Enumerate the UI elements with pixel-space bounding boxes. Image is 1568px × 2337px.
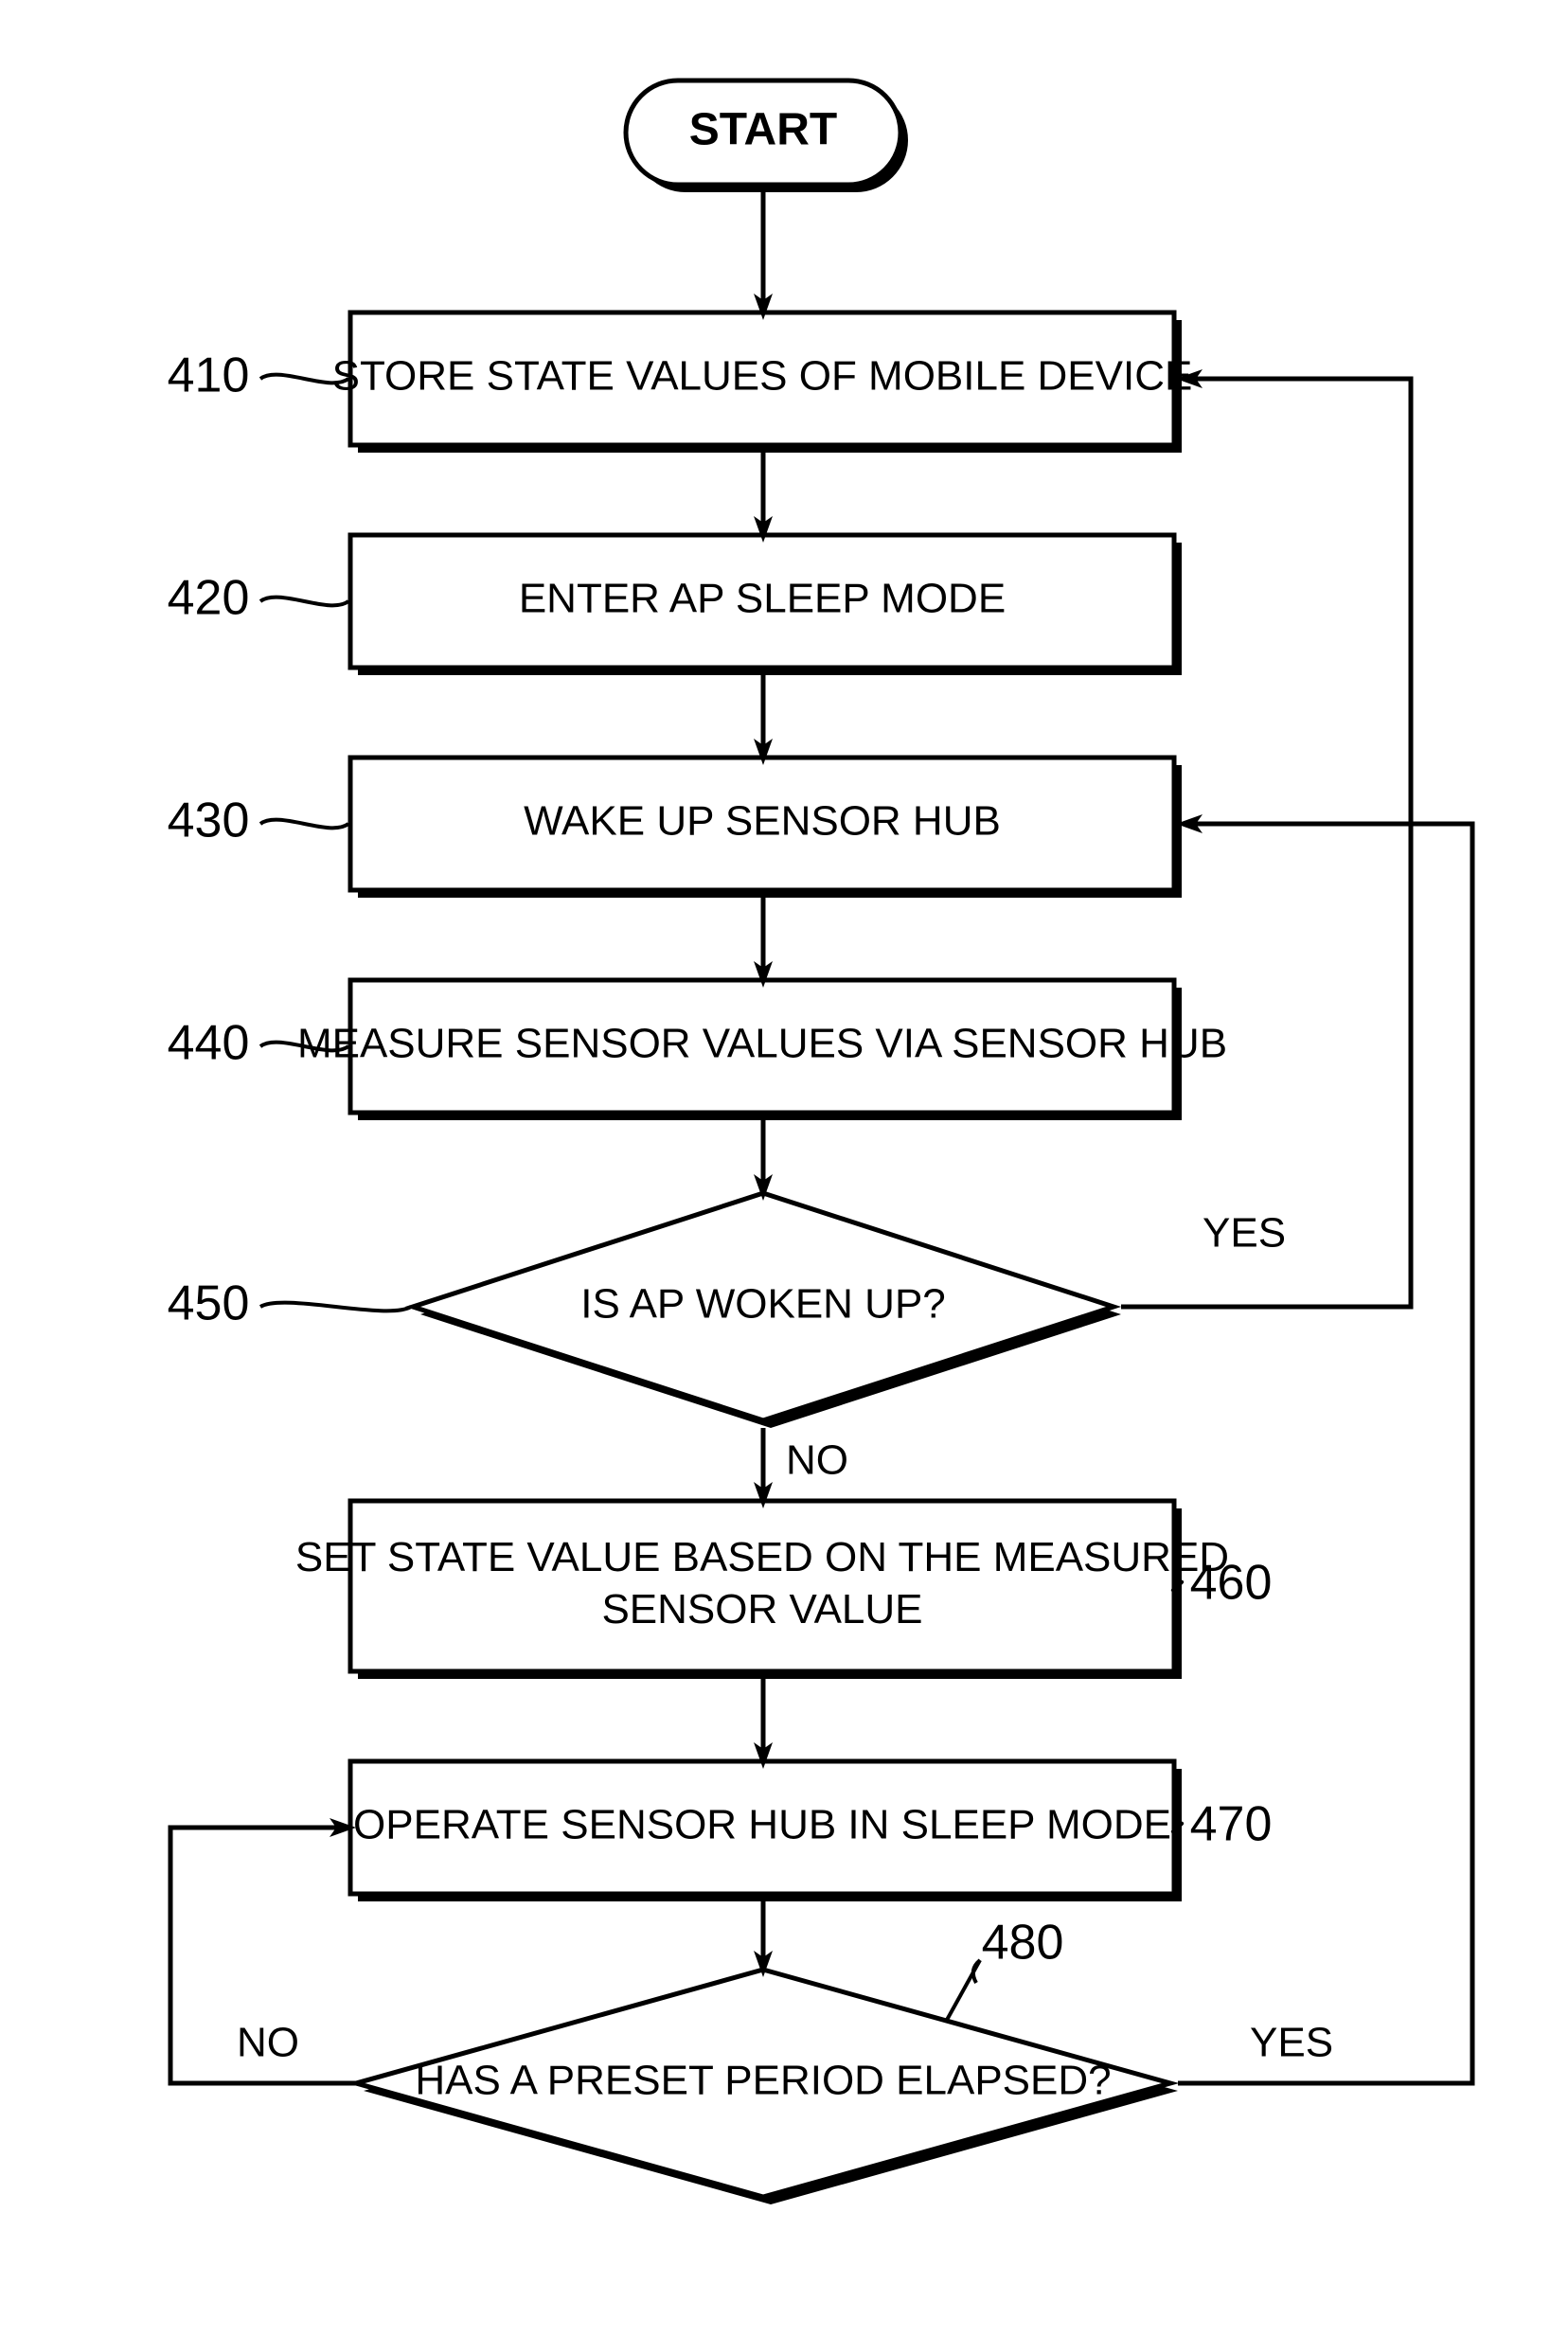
svg-text:OPERATE SENSOR HUB IN SLEEP MO: OPERATE SENSOR HUB IN SLEEP MODE [353, 1802, 1171, 1848]
svg-text:440: 440 [168, 1016, 250, 1071]
svg-text:STORE STATE VALUES OF MOBILE D: STORE STATE VALUES OF MOBILE DEVICE [332, 353, 1193, 400]
svg-text:HAS A PRESET PERIOD ELAPSED?: HAS A PRESET PERIOD ELAPSED? [415, 2058, 1111, 2104]
svg-text:YES: YES [1203, 1210, 1286, 1257]
svg-text:ENTER AP SLEEP MODE: ENTER AP SLEEP MODE [519, 576, 1006, 622]
svg-text:SENSOR VALUE: SENSOR VALUE [601, 1586, 922, 1632]
svg-text:WAKE UP SENSOR HUB: WAKE UP SENSOR HUB [524, 798, 1001, 845]
svg-text:YES: YES [1250, 2020, 1333, 2066]
svg-text:470: 470 [1190, 1797, 1273, 1852]
svg-text:NO: NO [237, 2020, 299, 2066]
svg-text:IS AP WOKEN UP?: IS AP WOKEN UP? [580, 1281, 946, 1328]
svg-text:450: 450 [168, 1276, 250, 1331]
svg-text:410: 410 [168, 348, 250, 403]
svg-text:NO: NO [786, 1437, 848, 1484]
terminal-start-label: START [689, 105, 837, 155]
svg-text:SET STATE VALUE BASED ON THE M: SET STATE VALUE BASED ON THE MEASURED [295, 1534, 1229, 1580]
svg-text:480: 480 [982, 1916, 1064, 1971]
svg-text:420: 420 [168, 571, 250, 626]
svg-text:430: 430 [168, 794, 250, 848]
svg-text:460: 460 [1190, 1556, 1273, 1611]
svg-text:MEASURE SENSOR VALUES VIA SENS: MEASURE SENSOR VALUES VIA SENSOR HUB [297, 1021, 1227, 1067]
